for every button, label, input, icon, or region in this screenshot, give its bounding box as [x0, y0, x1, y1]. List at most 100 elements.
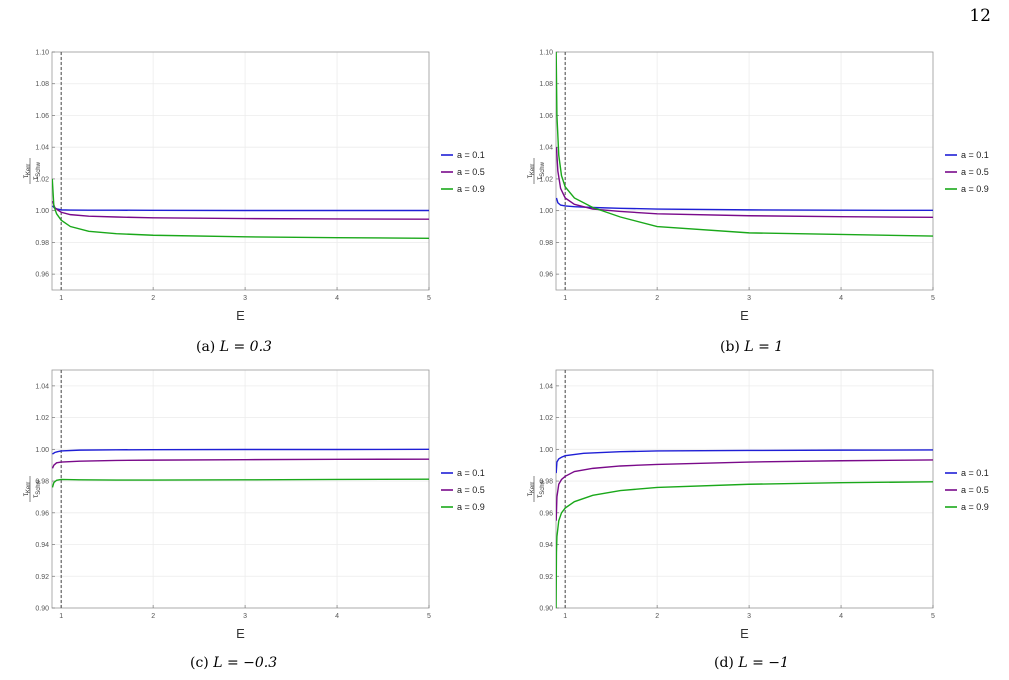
y-axis-denominator-sub: Schw	[36, 161, 42, 176]
y-tick-label: 1.02	[35, 415, 49, 422]
legend-label: a = 0.9	[961, 184, 989, 194]
y-tick-label: 0.94	[35, 542, 49, 549]
x-tick-label: 4	[839, 295, 843, 302]
y-axis-numerator: τKerr	[525, 482, 536, 497]
caption-tag: (d)	[714, 655, 734, 671]
caption-math: L = −1	[738, 655, 789, 671]
caption-math: L = −0.3	[213, 655, 278, 671]
caption-tag: (b)	[720, 339, 740, 355]
series-line-2	[556, 147, 933, 219]
x-tick-label: 1	[59, 613, 63, 620]
chart-c: 1 2 3 4 5 0.90 0.92 0.94 0.96 0.98 1.00 1.02 1.04 EτK…	[21, 369, 485, 641]
y-tick-label: 1.00	[539, 208, 553, 215]
x-axis-title: E	[740, 626, 749, 641]
x-tick-label: 3	[747, 295, 751, 302]
caption-d: (d) L = −1	[714, 655, 789, 671]
y-tick-label: 1.04	[35, 383, 49, 390]
y-axis-numerator-sub: Kerr	[26, 164, 32, 175]
x-axis-title: E	[236, 308, 245, 323]
y-axis-denominator: τSchw	[31, 479, 42, 498]
page-number: 12	[969, 6, 991, 26]
caption-b: (b) L = 1	[720, 339, 783, 355]
plot-frame	[51, 51, 430, 291]
series-line-1	[52, 448, 429, 455]
x-axis-title: E	[236, 626, 245, 641]
x-tick-label: 3	[243, 613, 247, 620]
x-tick-label: 1	[563, 295, 567, 302]
y-tick-label: 0.90	[35, 606, 49, 613]
y-tick-label: 1.04	[35, 145, 49, 152]
y-axis-numerator-sub: Kerr	[530, 482, 536, 493]
y-axis-denominator: τSchw	[535, 161, 546, 180]
chart-a: 1 2 3 4 5 0.96 0.98 1.00 1.02 1.04 1.06 1.08 1.10 EτK…	[21, 50, 485, 324]
y-axis-denominator: τSchw	[535, 479, 546, 498]
legend-label: a = 0.1	[961, 150, 989, 160]
y-tick-label: 1.10	[539, 50, 553, 57]
x-tick-label: 5	[427, 295, 431, 302]
legend-label: a = 0.5	[457, 485, 485, 495]
y-axis-numerator: τKerr	[21, 164, 32, 179]
caption-c: (c) L = −0.3	[190, 655, 277, 671]
x-tick-label: 2	[655, 295, 659, 302]
caption-a: (a) L = 0.3	[196, 339, 272, 355]
y-tick-label: 1.00	[35, 208, 49, 215]
plot-frame	[555, 369, 934, 609]
legend-label: a = 0.5	[457, 167, 485, 177]
chart-d: 1 2 3 4 5 0.90 0.92 0.94 0.96 0.98 1.00 1.02 1.04 EτK…	[525, 369, 989, 641]
y-tick-label: 1.04	[539, 383, 553, 390]
caption-math: L = 1	[744, 339, 784, 355]
y-tick-label: 1.02	[539, 415, 553, 422]
x-tick-label: 1	[59, 295, 63, 302]
y-axis-denominator-sub: Schw	[540, 479, 546, 494]
y-axis-denominator: τSchw	[31, 161, 42, 180]
y-tick-label: 1.04	[539, 145, 553, 152]
y-axis-numerator-sub: Kerr	[26, 482, 32, 493]
y-axis-numerator: τKerr	[525, 164, 536, 179]
caption-tag: (a)	[196, 339, 216, 355]
y-tick-label: 0.92	[35, 574, 49, 581]
y-tick-label: 0.90	[539, 606, 553, 613]
y-tick-label: 0.96	[35, 510, 49, 517]
series-line-3	[556, 481, 933, 608]
x-tick-label: 5	[931, 295, 935, 302]
series-line-1	[52, 205, 429, 212]
series-line-2	[556, 459, 933, 521]
y-tick-label: 1.06	[539, 113, 553, 120]
x-tick-label: 2	[655, 613, 659, 620]
y-tick-label: 1.08	[539, 81, 553, 88]
y-tick-label: 0.92	[539, 574, 553, 581]
plot-frame	[51, 369, 430, 609]
x-tick-label: 1	[563, 613, 567, 620]
series-line-2	[52, 458, 429, 469]
y-axis-denominator-sub: Schw	[36, 479, 42, 494]
caption-tag: (c)	[190, 655, 209, 671]
legend-label: a = 0.1	[457, 468, 485, 478]
y-tick-label: 0.94	[539, 542, 553, 549]
chart-b: 1 2 3 4 5 0.96 0.98 1.00 1.02 1.04 1.06 1.08 1.10 EτK…	[525, 50, 989, 324]
y-tick-label: 1.02	[35, 176, 49, 183]
legend-label: a = 0.9	[961, 502, 989, 512]
series-line-1	[556, 449, 933, 474]
x-tick-label: 4	[335, 613, 339, 620]
plot-frame	[555, 51, 934, 291]
y-tick-label: 0.98	[539, 240, 553, 247]
x-axis-title: E	[740, 308, 749, 323]
x-tick-label: 4	[839, 613, 843, 620]
y-tick-label: 1.08	[35, 81, 49, 88]
y-tick-label: 0.96	[539, 510, 553, 517]
legend-label: a = 0.9	[457, 502, 485, 512]
legend-label: a = 0.1	[457, 150, 485, 160]
series-line-3	[556, 52, 933, 237]
y-tick-label: 1.02	[539, 176, 553, 183]
legend-label: a = 0.9	[457, 184, 485, 194]
y-tick-label: 1.10	[35, 50, 49, 57]
y-axis-numerator: τKerr	[21, 482, 32, 497]
x-tick-label: 5	[931, 613, 935, 620]
x-tick-label: 5	[427, 613, 431, 620]
